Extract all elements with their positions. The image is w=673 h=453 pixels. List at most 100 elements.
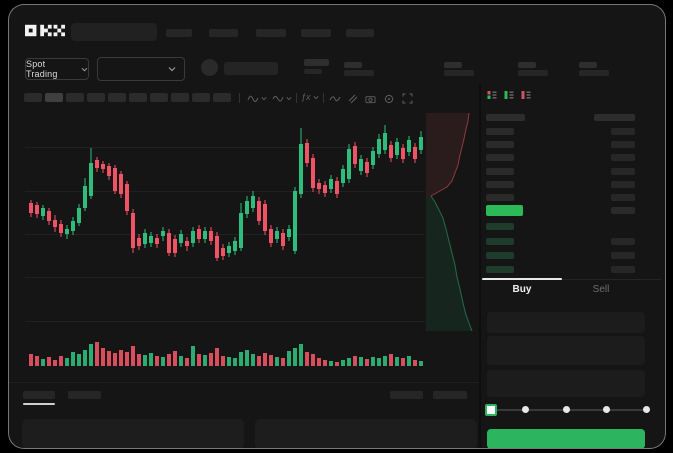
orders-tab[interactable] bbox=[68, 391, 101, 399]
slider-dot[interactable] bbox=[603, 406, 610, 413]
stat-label-placeholder bbox=[344, 62, 362, 68]
depth-chart-svg bbox=[426, 113, 473, 331]
orderbook-row-ask[interactable] bbox=[486, 181, 514, 188]
nav-item-placeholder[interactable] bbox=[301, 29, 331, 37]
price-chart-svg bbox=[25, 125, 425, 366]
spot-trading-dropdown[interactable]: Spot Trading bbox=[25, 58, 89, 80]
nav-item-placeholder[interactable] bbox=[346, 29, 374, 37]
pair-name-placeholder bbox=[224, 62, 278, 75]
orderbook-mode-icon-asks[interactable] bbox=[520, 89, 532, 101]
toolbar-divider bbox=[296, 93, 297, 103]
price-input[interactable] bbox=[487, 312, 645, 333]
okx-logo[interactable] bbox=[25, 24, 65, 37]
orderbook-row-size[interactable] bbox=[611, 266, 635, 273]
nav-item-placeholder[interactable] bbox=[209, 29, 238, 37]
orderbook-mode-icon-bids[interactable] bbox=[503, 89, 515, 101]
chart-style-icon[interactable] bbox=[247, 94, 267, 103]
buy-tab-label: Buy bbox=[512, 284, 532, 295]
stat-value-placeholder bbox=[444, 70, 474, 76]
draw-tool-icon[interactable] bbox=[347, 93, 358, 104]
orderbook-header-right[interactable] bbox=[594, 114, 635, 121]
orderbook-row-bid[interactable] bbox=[486, 266, 514, 273]
orderbook-row-size[interactable] bbox=[611, 238, 635, 245]
tabs-divider bbox=[481, 279, 661, 280]
pair-selector-dropdown[interactable] bbox=[97, 57, 185, 81]
orders-panel-left bbox=[22, 419, 244, 448]
sell-tab-label: Sell bbox=[592, 284, 610, 295]
orderbook-row-size[interactable] bbox=[611, 194, 635, 201]
spot-trading-label: Spot Trading bbox=[26, 59, 58, 79]
timeframe-button[interactable] bbox=[129, 93, 147, 102]
orderbook-mode-icon-both[interactable] bbox=[486, 89, 498, 101]
orderbook-last-price[interactable] bbox=[486, 205, 523, 216]
line-tool-icon[interactable] bbox=[329, 94, 341, 103]
orderbook-row-bid[interactable] bbox=[486, 238, 514, 245]
indicators-icon[interactable]: ƒx bbox=[301, 92, 319, 102]
orderbook-row-size[interactable] bbox=[611, 181, 635, 188]
stat-value-placeholder bbox=[304, 69, 322, 74]
orderbook-row-size[interactable] bbox=[611, 252, 635, 259]
orderbook-row-ask[interactable] bbox=[486, 154, 514, 161]
total-input[interactable] bbox=[487, 370, 645, 397]
order-book-panel bbox=[9, 5, 665, 448]
stat-label-placeholder bbox=[518, 62, 536, 68]
timeframe-button[interactable] bbox=[87, 93, 105, 102]
orderbook-row-ask[interactable] bbox=[486, 168, 514, 175]
camera-icon[interactable] bbox=[365, 94, 376, 104]
toolbar-divider bbox=[323, 93, 324, 103]
panel-divider bbox=[479, 83, 481, 448]
amount-input[interactable] bbox=[487, 336, 645, 365]
orders-action-placeholder[interactable] bbox=[390, 391, 423, 399]
coin-icon bbox=[201, 59, 218, 76]
stat-value-placeholder bbox=[518, 70, 548, 76]
slider-dot[interactable] bbox=[643, 406, 650, 413]
candlestick-chart[interactable] bbox=[25, 113, 425, 377]
settings-icon[interactable] bbox=[384, 94, 394, 104]
orderbook-row-ask[interactable] bbox=[486, 194, 514, 201]
orders-action-placeholder[interactable] bbox=[433, 391, 467, 399]
orderbook-row-ask[interactable] bbox=[486, 128, 514, 135]
orderbook-row-size[interactable] bbox=[611, 128, 635, 135]
slider-handle[interactable] bbox=[485, 404, 497, 416]
timeframe-button[interactable] bbox=[192, 93, 210, 102]
orderbook-row-size[interactable] bbox=[611, 154, 635, 161]
nav-item-placeholder[interactable] bbox=[166, 29, 192, 37]
tab-buy[interactable]: Buy bbox=[492, 284, 552, 300]
timeframe-button[interactable] bbox=[150, 93, 168, 102]
timeframe-button[interactable] bbox=[171, 93, 189, 102]
orderbook-row-size[interactable] bbox=[611, 207, 635, 214]
timeframe-button[interactable] bbox=[24, 93, 42, 102]
timeframe-button[interactable] bbox=[108, 93, 126, 102]
slider-dot[interactable] bbox=[563, 406, 570, 413]
stat-label-placeholder bbox=[304, 59, 329, 66]
toolbar-divider bbox=[239, 93, 240, 103]
stat-label-placeholder bbox=[444, 62, 462, 68]
search-input[interactable] bbox=[71, 23, 157, 41]
timeframe-button[interactable] bbox=[213, 93, 231, 102]
buy-submit-button[interactable] bbox=[487, 429, 645, 448]
bottom-divider bbox=[9, 382, 479, 383]
orderbook-header-left[interactable] bbox=[486, 114, 525, 121]
orderbook-row-size[interactable] bbox=[611, 141, 635, 148]
orderbook-row-bid[interactable] bbox=[486, 223, 514, 230]
fullscreen-icon[interactable] bbox=[402, 93, 413, 104]
interval-icon[interactable] bbox=[272, 94, 292, 103]
tab-sell[interactable]: Sell bbox=[571, 284, 631, 300]
orderbook-row-size[interactable] bbox=[611, 168, 635, 175]
depth-chart[interactable] bbox=[426, 113, 481, 331]
app-window: Spot Trading bbox=[8, 4, 666, 449]
timeframe-button[interactable] bbox=[66, 93, 84, 102]
orderbook-row-bid[interactable] bbox=[486, 252, 514, 259]
buy-tab-underline bbox=[482, 278, 562, 280]
orders-tab-underline bbox=[23, 403, 55, 405]
slider-dot[interactable] bbox=[522, 406, 529, 413]
chevron-down-icon bbox=[81, 67, 88, 72]
stat-label-placeholder bbox=[579, 62, 597, 68]
chevron-down-icon bbox=[168, 66, 176, 72]
timeframe-button-active[interactable] bbox=[45, 93, 63, 102]
nav-item-placeholder[interactable] bbox=[256, 29, 286, 37]
orderbook-row-ask[interactable] bbox=[486, 141, 514, 148]
orders-tab-active[interactable] bbox=[23, 391, 55, 399]
stat-value-placeholder bbox=[344, 70, 374, 76]
